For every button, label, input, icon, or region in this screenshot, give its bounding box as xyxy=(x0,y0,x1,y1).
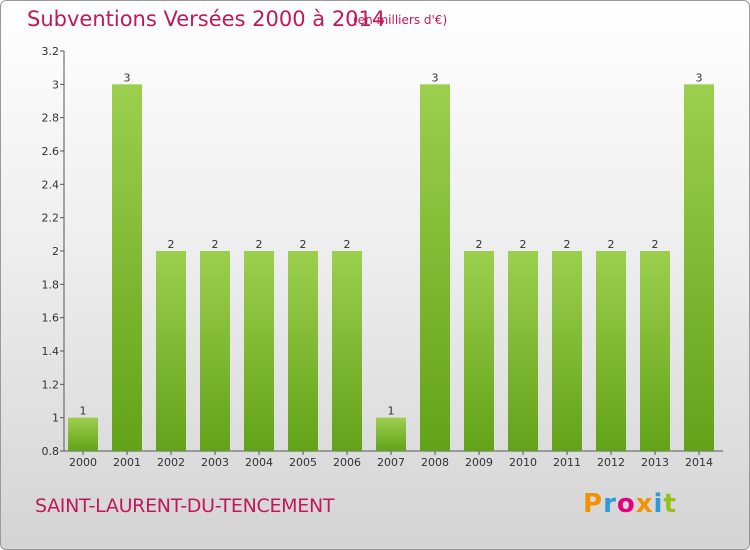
chart-unit-note: (en milliers d'€) xyxy=(353,13,448,27)
data-label: 2 xyxy=(476,238,483,251)
bar xyxy=(332,251,362,451)
bar xyxy=(684,84,714,451)
data-label: 3 xyxy=(124,71,131,84)
bar xyxy=(200,251,230,451)
bar xyxy=(640,251,670,451)
bar xyxy=(552,251,582,451)
chart-title: Subventions Versées 2000 à 2014 xyxy=(27,7,386,31)
proxiti-logo: Proxit xyxy=(583,489,677,519)
bar xyxy=(464,251,494,451)
y-tick-label: 3.2 xyxy=(42,45,60,58)
bar xyxy=(244,251,274,451)
commune-name: SAINT-LAURENT-DU-TENCEMENT xyxy=(35,495,335,517)
x-tick-label: 2009 xyxy=(465,456,493,469)
chart-labels: 2000 1 2001 3 2002 2 2003 2 2004 2 2005 2 2006 2 2007 1… xyxy=(69,71,713,469)
bar xyxy=(376,417,406,451)
bar xyxy=(68,417,98,451)
y-tick-label: 2 xyxy=(52,245,59,258)
x-tick-label: 2001 xyxy=(113,456,141,469)
bar xyxy=(156,251,186,451)
x-tick-label: 2002 xyxy=(157,456,185,469)
bar xyxy=(596,251,626,451)
data-label: 2 xyxy=(520,238,527,251)
y-tick-label: 2.6 xyxy=(42,145,60,158)
x-tick-label: 2005 xyxy=(289,456,317,469)
y-tick-label: 1.4 xyxy=(42,345,60,358)
x-tick-label: 2010 xyxy=(509,456,537,469)
y-tick-label: 1.2 xyxy=(42,378,60,391)
data-label: 2 xyxy=(212,238,219,251)
y-tick-label: 2.8 xyxy=(42,112,60,125)
x-tick-label: 2014 xyxy=(685,456,713,469)
data-label: 3 xyxy=(696,71,703,84)
x-tick-label: 2013 xyxy=(641,456,669,469)
x-tick-label: 2000 xyxy=(69,456,97,469)
bar xyxy=(112,84,142,451)
x-tick-label: 2008 xyxy=(421,456,449,469)
chart-bars xyxy=(68,84,714,451)
data-label: 2 xyxy=(608,238,615,251)
x-tick-label: 2003 xyxy=(201,456,229,469)
bar xyxy=(508,251,538,451)
x-tick-label: 2006 xyxy=(333,456,361,469)
data-label: 2 xyxy=(652,238,659,251)
data-label: 2 xyxy=(300,238,307,251)
data-label: 1 xyxy=(388,405,395,418)
data-label: 2 xyxy=(564,238,571,251)
y-tick-label: 2.2 xyxy=(42,212,60,225)
bar xyxy=(420,84,450,451)
y-tick-label: 1.6 xyxy=(42,312,60,325)
bar xyxy=(288,251,318,451)
x-tick-label: 2004 xyxy=(245,456,273,469)
data-label: 2 xyxy=(256,238,263,251)
x-tick-label: 2007 xyxy=(377,456,405,469)
y-tick-label: 3 xyxy=(52,78,59,91)
y-tick-label: 1 xyxy=(52,412,59,425)
y-tick-label: 0.8 xyxy=(42,445,60,458)
y-tick-label: 1.8 xyxy=(42,278,60,291)
x-tick-label: 2012 xyxy=(597,456,625,469)
y-tick-label: 2.4 xyxy=(42,178,60,191)
data-label: 2 xyxy=(344,238,351,251)
data-label: 3 xyxy=(432,71,439,84)
data-label: 1 xyxy=(80,405,87,418)
data-label: 2 xyxy=(168,238,175,251)
x-tick-label: 2011 xyxy=(553,456,581,469)
